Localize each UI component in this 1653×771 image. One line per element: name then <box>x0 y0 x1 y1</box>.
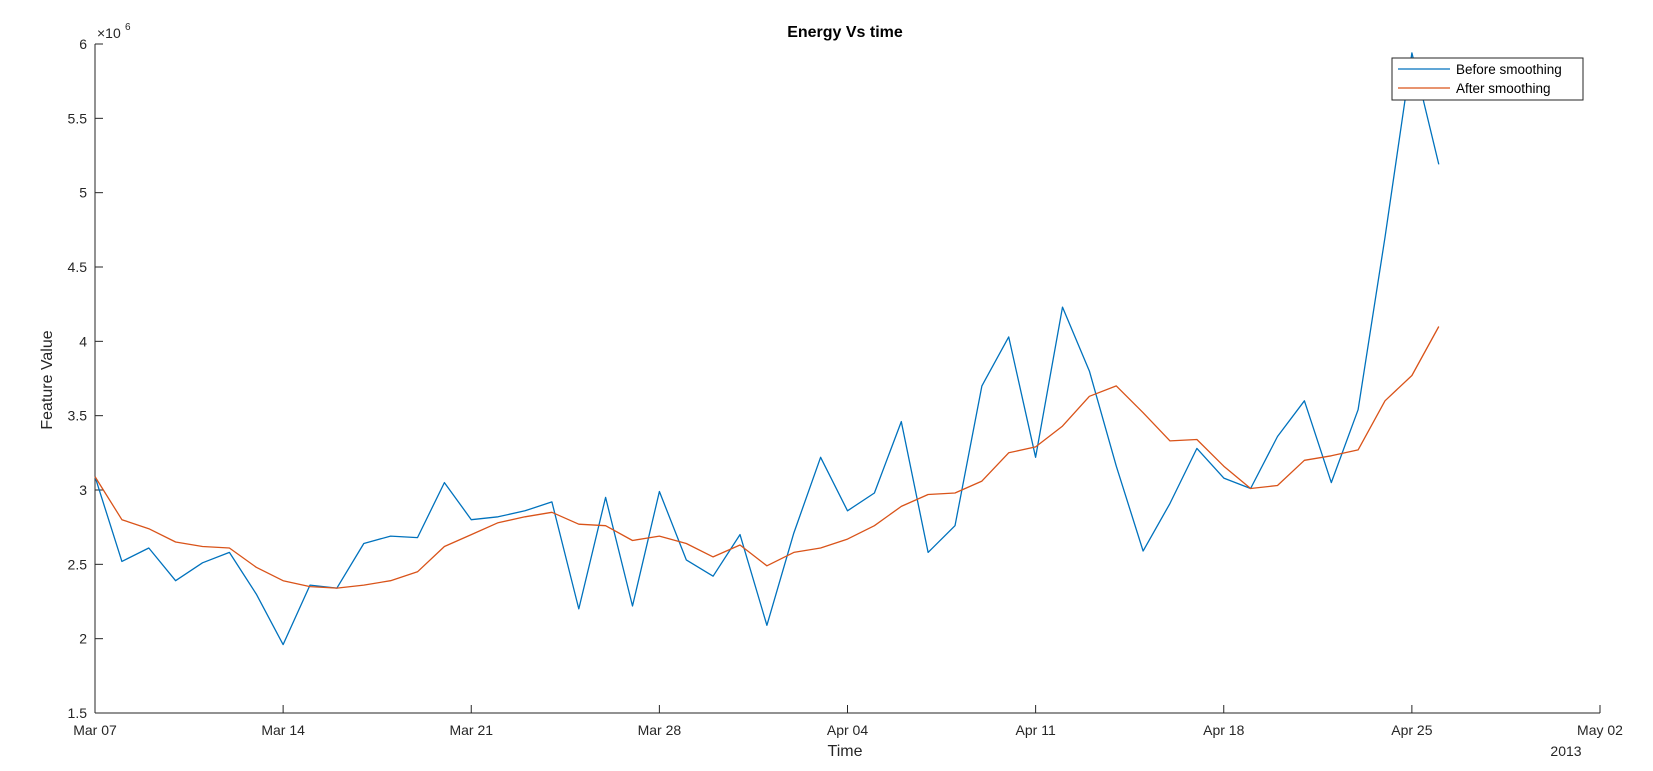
y-axis-exponent: ×10 6 <box>97 22 131 41</box>
x-tick-label: Mar 28 <box>638 722 682 738</box>
legend-label-before: Before smoothing <box>1456 62 1562 77</box>
y-tick-label: 5 <box>79 185 87 201</box>
y-tick-label: 5.5 <box>68 110 88 126</box>
y-tick-label: 4 <box>79 333 87 349</box>
y-tick-label: 3 <box>79 482 87 498</box>
x-tick-label: Apr 18 <box>1203 722 1244 738</box>
y-exponent-base: ×10 <box>97 25 121 41</box>
y-tick-label: 6 <box>79 36 87 52</box>
legend-box <box>1391 57 1584 101</box>
x-tick-label: Mar 07 <box>73 722 117 738</box>
y-tick-label: 2 <box>79 631 87 647</box>
x-tick-label: Apr 11 <box>1016 722 1056 738</box>
y-tick-label: 2.5 <box>68 556 88 572</box>
x-tick-label: Apr 25 <box>1391 722 1432 738</box>
legend[interactable]: Before smoothing After smoothing <box>1391 57 1584 101</box>
x-axis-year-label: 2013 <box>1550 743 1581 759</box>
y-tick-label: 1.5 <box>68 705 88 721</box>
x-axis-ticks: Mar 07 Mar 14 Mar 21 Mar 28 Apr 04 Apr 11 Apr … <box>73 705 1623 738</box>
series-line-before-smoothing <box>94 52 1440 646</box>
series-layer <box>94 52 1440 646</box>
y-axis-label: Feature Value <box>39 330 56 429</box>
legend-label-after: After smoothing <box>1456 81 1551 96</box>
series-line-after-smoothing <box>94 326 1440 589</box>
x-tick-label: Mar 14 <box>261 722 305 738</box>
y-tick-label: 4.5 <box>68 259 88 275</box>
x-axis-label: Time <box>828 743 863 760</box>
y-exponent-power: 6 <box>125 22 131 33</box>
x-tick-label: May 02 <box>1577 722 1623 738</box>
x-tick-label: Apr 04 <box>827 722 868 738</box>
x-tick-label: Mar 21 <box>449 722 493 738</box>
chart-title: Energy Vs time <box>787 24 903 41</box>
y-axis-ticks: 1.5 2 2.5 3 3.5 4 4.5 5 5.5 6 <box>68 36 103 721</box>
axes <box>94 44 1600 714</box>
y-tick-label: 3.5 <box>68 408 88 424</box>
